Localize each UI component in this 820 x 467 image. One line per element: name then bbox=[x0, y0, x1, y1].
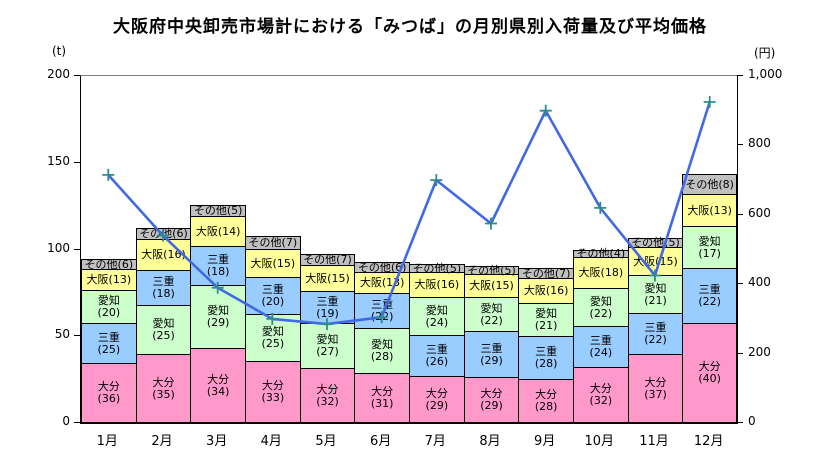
x-axis-month-label: 8月 bbox=[479, 434, 501, 449]
x-axis-month-label: 10月 bbox=[584, 434, 615, 449]
bar-segment-mie: 三重 (26) bbox=[409, 335, 465, 377]
x-axis-month-label: 4月 bbox=[260, 434, 282, 449]
x-axis-month-label: 7月 bbox=[424, 434, 446, 449]
plot-area: 大分 (36) 三重 (25) 愛知 (20) 大阪(13) その他(6) 大分 (35) 愛知 (2… bbox=[80, 75, 738, 424]
left-axis-tick bbox=[74, 248, 80, 250]
x-axis-month-label: 11月 bbox=[639, 434, 669, 449]
right-axis-tick-label: 600 bbox=[748, 205, 771, 220]
x-axis-month-label: 9月 bbox=[534, 434, 556, 449]
chart-title: 大阪府中央卸売市場計における「みつば」の月別県別入荷量及び平均価格 bbox=[113, 17, 707, 37]
right-axis-tick-label: 200 bbox=[748, 344, 771, 359]
right-axis-tick bbox=[737, 422, 743, 423]
right-axis-tick bbox=[737, 352, 743, 354]
right-axis-tick-label: 0 bbox=[748, 414, 756, 428]
right-axis-tick-label: 400 bbox=[748, 275, 771, 290]
right-axis-unit-label: (円) bbox=[754, 46, 776, 60]
left-axis-unit-label: (t) bbox=[52, 44, 67, 58]
x-axis-month-label: 1月 bbox=[96, 434, 118, 449]
right-axis-tick bbox=[737, 144, 743, 146]
left-axis-tick-label: 50 bbox=[54, 327, 70, 342]
right-axis-tick bbox=[737, 75, 743, 76]
left-axis-tick bbox=[74, 75, 80, 76]
left-axis-tick-label: 100 bbox=[47, 240, 70, 255]
left-axis-tick-label: 150 bbox=[47, 153, 70, 168]
left-axis-tick bbox=[74, 422, 80, 423]
price-plus-markers bbox=[102, 96, 716, 331]
price-line-layer bbox=[102, 96, 716, 331]
x-axis-month-label: 12月 bbox=[693, 434, 724, 449]
left-axis-tick-label: 0 bbox=[62, 414, 70, 428]
left-axis-tick bbox=[74, 335, 80, 337]
x-axis-month-label: 6月 bbox=[370, 434, 392, 449]
x-axis-month-label: 5月 bbox=[315, 434, 337, 449]
x-axis-month-label: 2月 bbox=[151, 434, 173, 449]
right-axis-tick-label: 1,000 bbox=[748, 67, 783, 81]
right-axis-tick bbox=[737, 213, 743, 215]
price-line bbox=[107, 101, 711, 326]
x-axis-month-label: 3月 bbox=[206, 434, 228, 449]
left-axis-tick-label: 200 bbox=[47, 67, 70, 81]
left-axis-tick bbox=[74, 161, 80, 163]
right-axis-tick-label: 800 bbox=[748, 136, 771, 151]
right-axis-tick bbox=[737, 283, 743, 285]
